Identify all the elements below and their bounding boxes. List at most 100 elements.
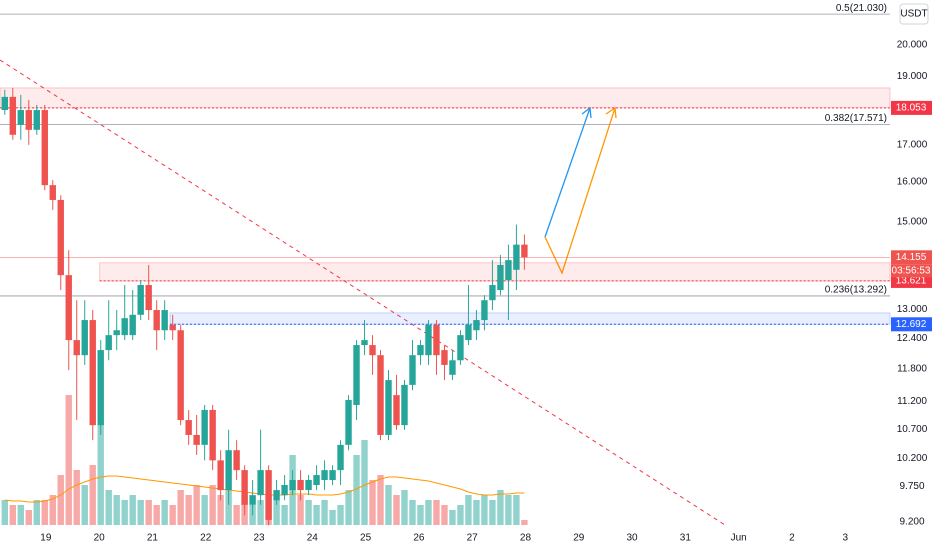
last-price-badge: 14.155 — [896, 252, 927, 263]
volume-bar — [473, 500, 480, 525]
x-tick-label: 2 — [789, 533, 795, 544]
currency-box[interactable] — [899, 3, 929, 25]
candle-body — [169, 324, 176, 331]
volume-ma-line — [4, 475, 525, 503]
zone — [169, 312, 891, 325]
price-badge: 18.053 — [896, 103, 927, 114]
volume-bar — [97, 420, 104, 525]
y-tick-label: 11.800 — [897, 364, 927, 375]
candle-body — [505, 260, 512, 281]
volume-bar — [281, 505, 288, 525]
candle-body — [377, 355, 384, 435]
candle-body — [369, 345, 376, 356]
fib-label: 0.382(17.571) — [825, 113, 887, 124]
candle-body — [137, 285, 144, 315]
candle-body — [305, 480, 312, 491]
volume-bar — [201, 495, 208, 525]
zone — [0, 87, 891, 109]
x-tick-label: 28 — [520, 533, 532, 544]
candle-body — [313, 475, 320, 486]
candle-body — [433, 324, 440, 356]
candle-body — [353, 345, 360, 405]
volume-bar — [385, 485, 392, 525]
candle-body — [185, 420, 192, 435]
volume-bar — [193, 485, 200, 525]
x-tick-label: 21 — [147, 533, 159, 544]
volume-bar — [321, 500, 328, 525]
y-tick-label: 11.200 — [897, 396, 927, 407]
candle-body — [409, 355, 416, 385]
orange-arrow — [544, 107, 616, 275]
candle-body — [225, 450, 232, 491]
candle-body — [489, 285, 496, 301]
volume-bar — [225, 490, 232, 525]
y-tick-label: 9.750 — [899, 481, 924, 492]
y-tick-label: 20.000 — [897, 40, 928, 51]
candle-body — [417, 345, 424, 356]
candle-body — [513, 244, 520, 270]
volume-bar — [393, 495, 400, 525]
volume-bar — [233, 505, 240, 525]
candle-body — [393, 395, 400, 426]
volume-bar — [25, 510, 32, 525]
volume-bar — [417, 505, 424, 525]
candle-body — [121, 318, 128, 336]
fib-label: 0.5(21.030) — [836, 3, 887, 14]
candle-body — [153, 310, 160, 331]
volume-bar — [465, 495, 472, 525]
volume-bar — [257, 500, 264, 525]
volume-bar — [1, 500, 8, 525]
candle-body — [1, 96, 8, 111]
countdown: 03:56:53 — [892, 265, 931, 276]
volume-bar — [433, 500, 440, 525]
volume-bar — [121, 500, 128, 525]
volume-bar — [409, 500, 416, 525]
candle-body — [25, 110, 32, 130]
candle-body — [473, 320, 480, 331]
volume-bar — [441, 505, 448, 525]
y-tick-label: 9.200 — [899, 517, 924, 528]
fib-label: 0.236(13.292) — [825, 285, 887, 296]
candle-body — [209, 409, 216, 461]
countdown-bg — [891, 264, 932, 278]
candle-body — [17, 110, 24, 125]
candle-body — [281, 485, 288, 496]
candle-body — [89, 320, 96, 426]
candle-body — [145, 285, 152, 311]
candle-body — [249, 495, 256, 505]
candle-body — [9, 96, 16, 135]
candle-body — [257, 470, 264, 496]
candle-body — [177, 330, 184, 421]
volume-bar — [137, 500, 144, 525]
candle-body — [385, 380, 392, 435]
volume-bar — [65, 395, 72, 525]
candle-body — [129, 314, 136, 336]
blue-arrow — [544, 107, 591, 238]
volume-bar — [297, 495, 304, 525]
candle-body — [361, 340, 368, 346]
volume-bar — [313, 505, 320, 525]
candle-body — [337, 444, 344, 471]
candle-body — [57, 199, 64, 276]
currency: USDT — [900, 9, 927, 20]
candle-body — [321, 470, 328, 481]
volume-bar — [209, 485, 216, 525]
volume-bar — [457, 505, 464, 525]
y-tick-label: 10.200 — [897, 453, 928, 464]
volume-bar — [273, 500, 280, 525]
volume-bar — [57, 475, 64, 525]
candle-body — [33, 110, 40, 130]
candle-body — [289, 480, 296, 491]
x-tick-label: 23 — [253, 533, 265, 544]
volume-bar — [105, 490, 112, 525]
candle-body — [241, 470, 248, 505]
candle-body — [65, 275, 72, 341]
volume-bar — [185, 495, 192, 525]
x-tick-label: 24 — [307, 533, 319, 544]
price-badge: 13.621 — [896, 276, 927, 287]
volume-bar — [513, 495, 520, 525]
volume-bar — [497, 490, 504, 525]
candle-body — [217, 460, 224, 491]
